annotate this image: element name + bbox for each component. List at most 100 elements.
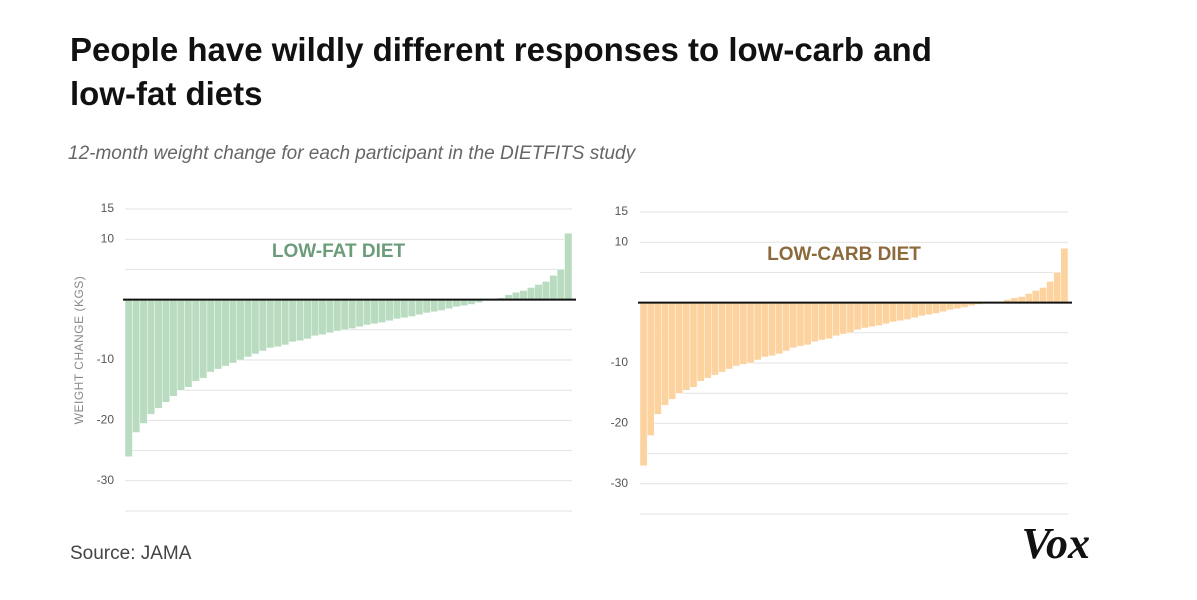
bar	[124, 299, 133, 457]
bar	[782, 302, 791, 352]
bar	[718, 302, 726, 373]
y-tick-label: -30	[97, 473, 115, 487]
bar	[206, 299, 215, 373]
bar	[789, 302, 798, 349]
bar	[910, 302, 919, 318]
bar	[668, 302, 676, 400]
bar	[704, 302, 712, 379]
bar	[682, 302, 691, 391]
bar	[1032, 290, 1040, 303]
bar	[696, 302, 705, 382]
y-tick-label: -20	[97, 413, 115, 427]
bar	[266, 299, 275, 349]
y-tick-label: -10	[611, 355, 629, 369]
bar	[445, 299, 454, 309]
bar	[452, 299, 461, 308]
bar	[221, 299, 230, 367]
bar	[311, 299, 319, 337]
y-tick-label: 15	[101, 201, 115, 215]
bar	[273, 299, 282, 347]
bar	[646, 302, 655, 436]
bar	[882, 302, 890, 324]
bar	[162, 299, 170, 403]
bar	[875, 302, 883, 326]
bar	[512, 292, 521, 300]
bar	[761, 302, 769, 358]
bar	[811, 302, 819, 343]
bar	[534, 284, 543, 300]
title: People have wildly different responses t…	[70, 31, 932, 112]
bar	[325, 299, 334, 334]
bar	[803, 302, 812, 346]
bar	[348, 299, 357, 329]
bar	[184, 299, 193, 388]
bar	[400, 299, 409, 318]
panel-title: LOW-FAT DIET	[272, 241, 406, 262]
y-axis-label: WEIGHT CHANGE (KGS)	[72, 276, 86, 425]
bar	[932, 302, 940, 314]
bar	[258, 299, 267, 352]
bar	[296, 299, 305, 341]
bar	[191, 299, 200, 382]
bar	[549, 275, 558, 300]
y-tick-label: -20	[611, 416, 629, 430]
bar	[542, 281, 550, 300]
bar	[746, 302, 755, 364]
bar	[639, 302, 648, 466]
bar	[711, 302, 719, 376]
bar	[946, 302, 955, 311]
bar	[846, 302, 855, 334]
bar	[1053, 272, 1062, 303]
y-tick-label: -30	[611, 476, 629, 490]
bar	[860, 302, 869, 329]
bar	[385, 299, 394, 321]
bar	[853, 302, 862, 330]
bar	[422, 299, 431, 314]
bar	[370, 299, 379, 324]
bar	[333, 299, 342, 332]
bar	[896, 302, 905, 321]
bar	[340, 299, 349, 331]
bar	[363, 299, 372, 326]
bar	[236, 299, 245, 361]
bar	[889, 302, 898, 323]
subtitle: 12-month weight change for each particip…	[68, 143, 637, 164]
bar	[768, 302, 776, 356]
bar	[199, 299, 208, 379]
bar	[661, 302, 669, 406]
bar	[281, 299, 290, 346]
bar	[132, 299, 141, 433]
bar	[147, 299, 156, 415]
bar	[303, 299, 312, 340]
bar	[564, 232, 573, 300]
panel-title: LOW-CARB DIET	[767, 244, 921, 265]
bar	[1060, 248, 1069, 303]
bar	[918, 302, 926, 317]
bar	[732, 302, 741, 367]
bar	[868, 302, 876, 327]
bar	[739, 302, 748, 365]
y-tick-label: 15	[615, 204, 629, 218]
y-tick-label: 10	[615, 234, 629, 248]
bar	[689, 302, 698, 388]
bar	[214, 299, 223, 370]
bar	[169, 299, 178, 397]
bar	[753, 302, 762, 361]
bar	[939, 302, 947, 312]
logo: Vox	[1022, 519, 1090, 568]
bar	[519, 290, 528, 300]
bar	[1039, 287, 1047, 303]
bar	[407, 299, 416, 317]
y-tick-label: 10	[101, 231, 115, 245]
bar	[839, 302, 848, 335]
bar	[139, 299, 148, 424]
bar	[818, 302, 826, 341]
bar	[832, 302, 840, 337]
bar	[775, 302, 783, 355]
bar	[176, 299, 185, 391]
bar	[796, 302, 805, 347]
bar	[229, 299, 237, 364]
bar	[1024, 293, 1033, 303]
bar	[675, 302, 684, 394]
